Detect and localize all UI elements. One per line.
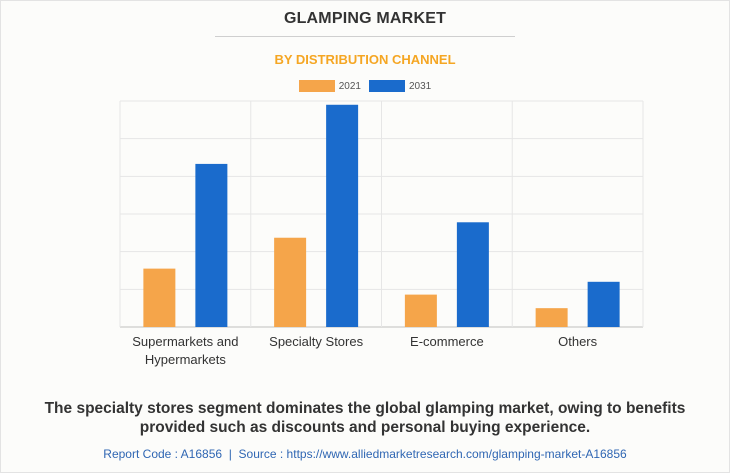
- x-tick-label-2: E-commerce: [410, 334, 484, 349]
- chart-subtitle: BY DISTRIBUTION CHANNEL: [274, 52, 456, 67]
- bar-chart: Supermarkets and Hypermarkets Specialty St…: [119, 100, 644, 367]
- chart-legend: 2021 2031: [0, 80, 730, 92]
- bar-2031-0: [195, 163, 228, 327]
- bar-2031-2: [456, 222, 489, 327]
- bar-2031-3: [587, 281, 620, 327]
- title-divider: [215, 36, 515, 37]
- legend-swatch-2031: [369, 80, 405, 92]
- chart-title: GLAMPING MARKET: [283, 10, 447, 27]
- bar-2021-1: [274, 237, 307, 327]
- legend-label-2031: 2031: [409, 80, 432, 92]
- bar-2031-1: [326, 104, 359, 328]
- bar-2021-2: [404, 294, 437, 327]
- bar-2021-0: [143, 268, 176, 327]
- report-code: Report Code : A16856: [103, 447, 223, 461]
- legend-item-2031[interactable]: 2031: [369, 80, 431, 92]
- x-tick-label-3: Others: [558, 334, 598, 349]
- legend-swatch-2021: [298, 80, 335, 92]
- bar-2021-3: [535, 308, 568, 327]
- footer: Report Code : A16856 | Source : https://…: [0, 447, 730, 461]
- legend-item-2021[interactable]: 2021: [298, 80, 361, 92]
- x-tick-label-1: Specialty Stores: [269, 334, 363, 349]
- chart-caption: The specialty stores segment dominates t…: [44, 400, 686, 436]
- x-tick-label-0: Supermarkets and Hypermarkets: [132, 334, 238, 367]
- source-link[interactable]: Source : https://www.alliedmarketresearc…: [238, 447, 627, 461]
- legend-label-2021: 2021: [338, 80, 361, 92]
- footer-separator: |: [228, 447, 232, 461]
